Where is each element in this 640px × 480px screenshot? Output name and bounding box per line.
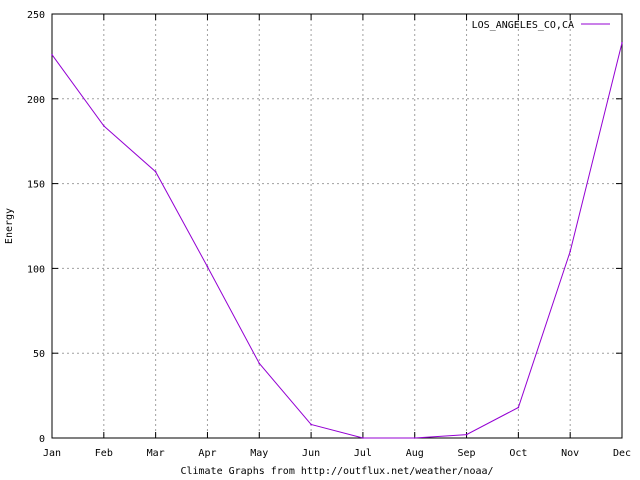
x-axis-ticks: Jan Feb Mar Apr May Jun Jul Aug Sep Oct Nov Dec	[43, 14, 631, 459]
data-point	[51, 53, 53, 56]
x-tick-label: Jul	[354, 448, 372, 459]
data-point	[310, 423, 312, 426]
y-tick-label: 0	[39, 434, 45, 445]
y-axis-ticks: 0 50 100 150 200 250	[27, 10, 622, 445]
plot-frame	[51, 13, 623, 439]
x-tick-label: Aug	[406, 448, 424, 459]
data-point	[621, 42, 623, 44]
legend-label: LOS_ANGELES_CO,CA	[472, 20, 574, 31]
data-point	[154, 170, 157, 173]
data-point	[206, 265, 209, 268]
grid-lines	[52, 14, 622, 438]
data-point	[103, 125, 105, 127]
x-tick-label: Feb	[95, 448, 113, 459]
series-line	[51, 42, 623, 439]
data-point	[413, 437, 416, 439]
x-tick-label: Apr	[198, 448, 216, 459]
x-tick-label: Jun	[302, 448, 320, 459]
x-tick-label: Oct	[509, 448, 527, 459]
data-point	[517, 406, 520, 409]
x-tick-label: Jan	[43, 448, 61, 459]
x-tick-label: Dec	[613, 448, 631, 459]
x-tick-label: Mar	[147, 448, 165, 459]
data-point	[362, 437, 364, 439]
y-axis-label: Energy	[4, 208, 15, 244]
data-point	[465, 433, 468, 436]
x-tick-label: Sep	[458, 448, 476, 459]
y-tick-label: 250	[27, 10, 45, 21]
y-tick-label: 150	[27, 180, 45, 191]
x-tick-label: Nov	[561, 448, 579, 459]
data-point	[569, 250, 571, 253]
legend: LOS_ANGELES_CO,CA	[472, 20, 610, 31]
series-lines	[51, 42, 623, 439]
y-tick-label: 100	[27, 264, 45, 275]
y-tick-label: 200	[27, 95, 45, 106]
data-point	[258, 362, 261, 365]
x-axis-label: Climate Graphs from http://outflux.net/w…	[180, 466, 493, 477]
x-tick-label: May	[250, 448, 268, 459]
y-tick-label: 50	[33, 349, 45, 360]
